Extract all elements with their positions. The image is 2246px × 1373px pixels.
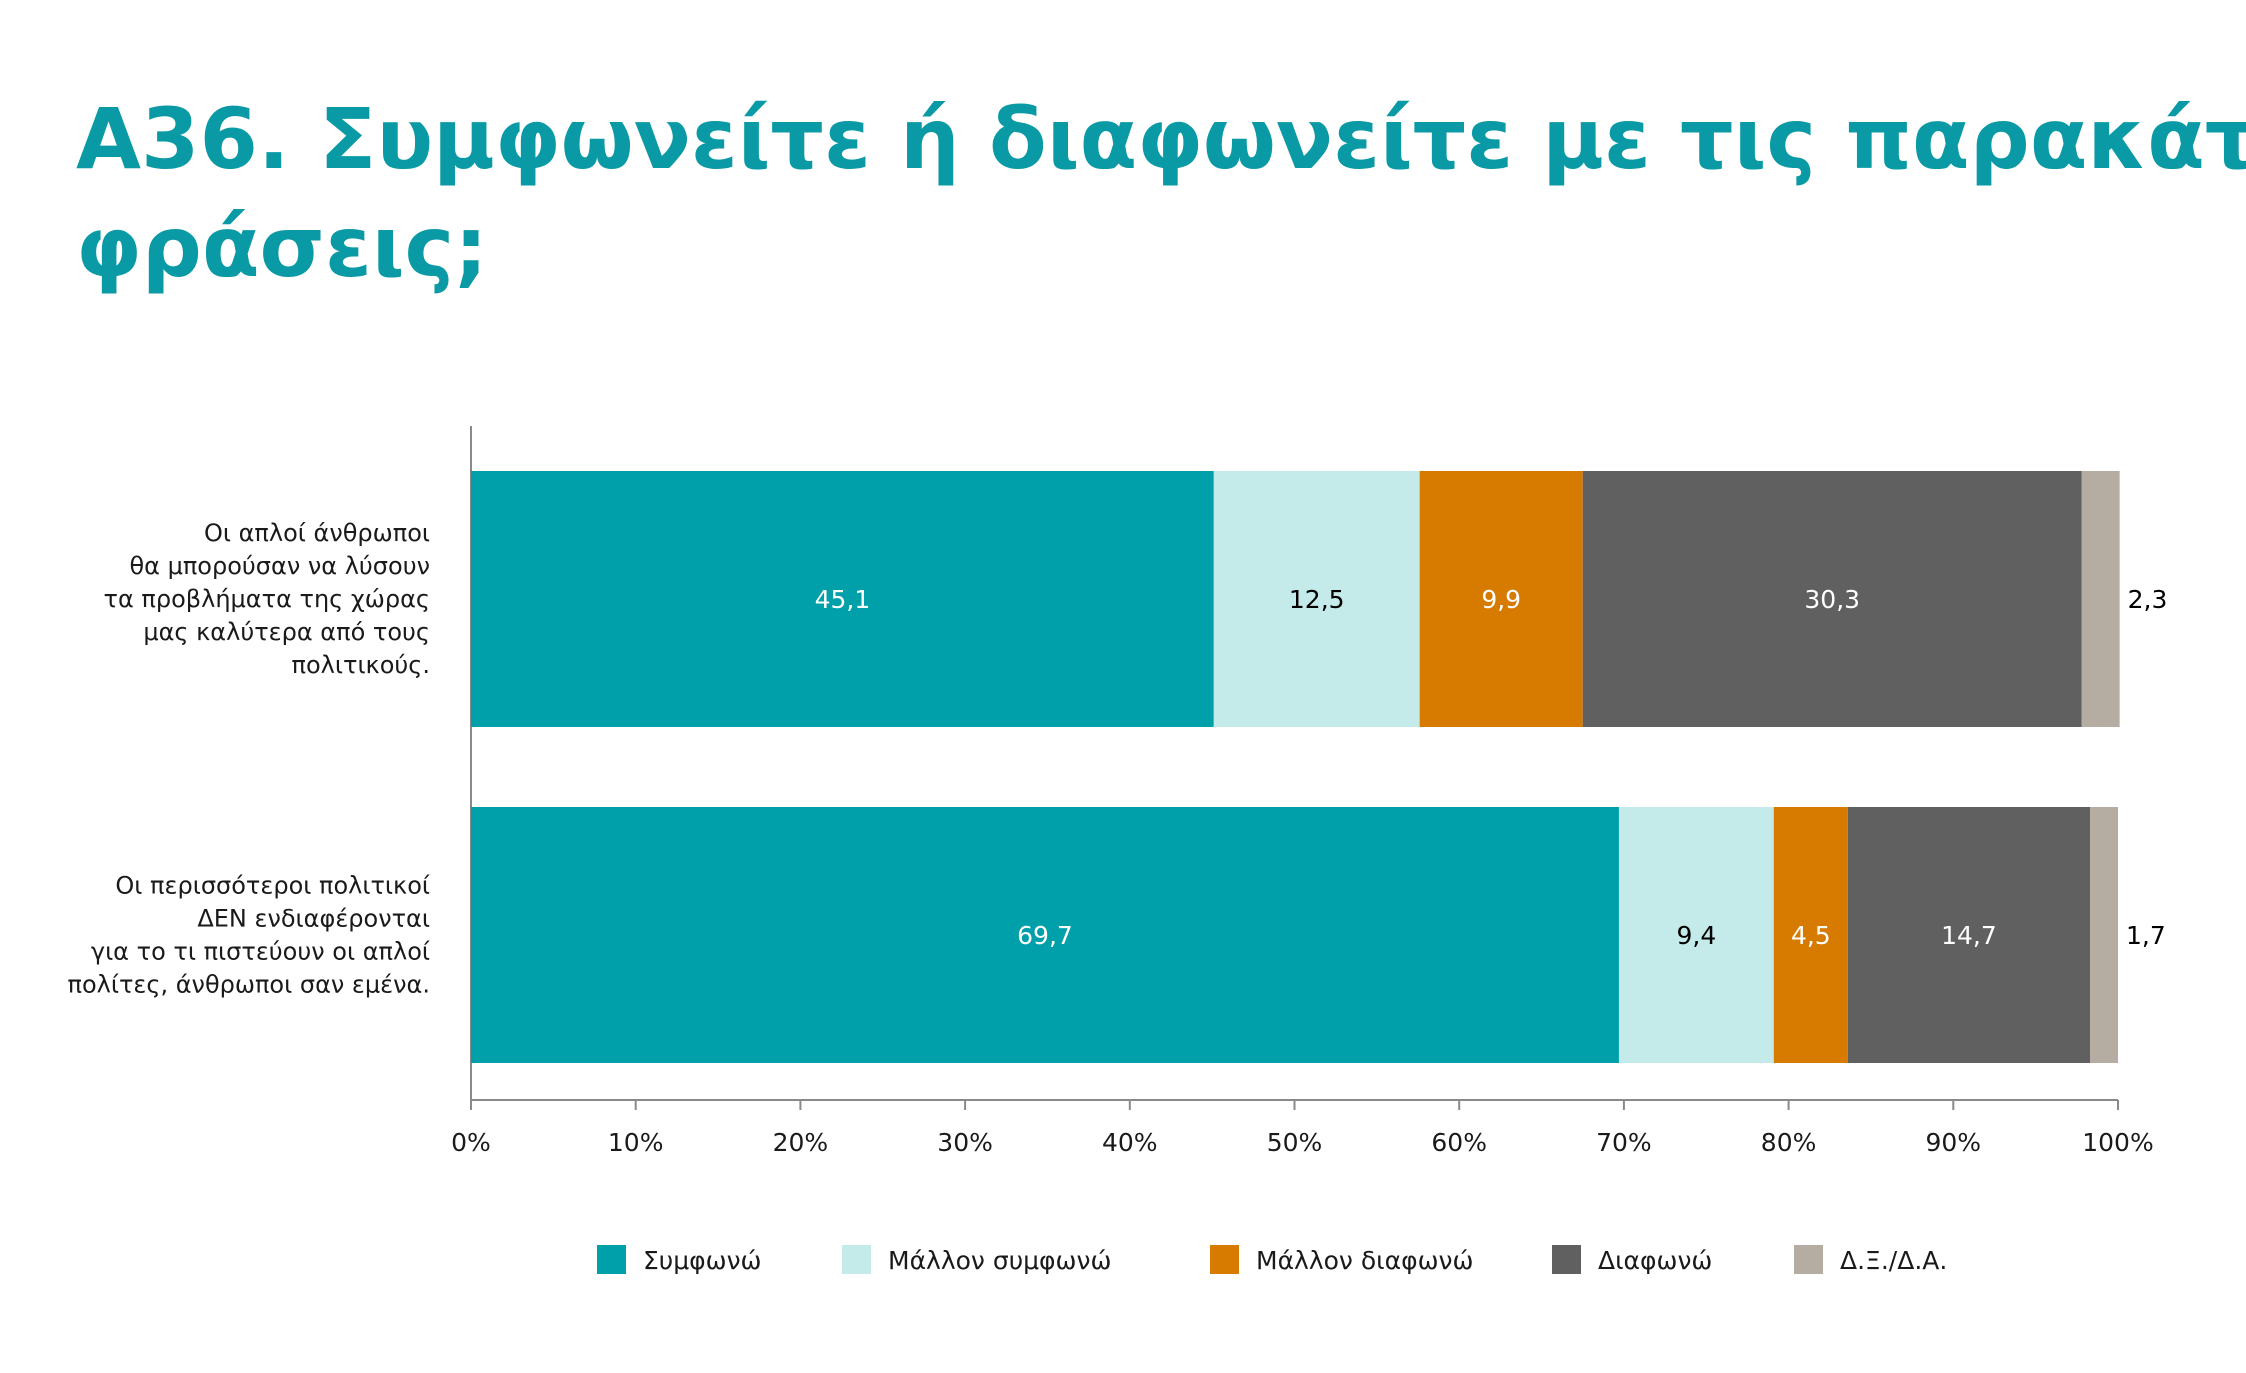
data-label: 69,7 [1017,921,1073,950]
x-tick-label: 30% [937,1128,993,1157]
category-label: για το τι πιστεύουν οι απλοί [91,938,430,966]
x-tick-label: 10% [608,1128,664,1157]
bar-segment [2090,807,2118,1063]
x-tick-label: 80% [1761,1128,1817,1157]
x-tick-label: 90% [1926,1128,1982,1157]
bar-segment [1582,471,2082,727]
legend-swatch [1794,1245,1823,1274]
category-label: θα μπορούσαν να λύσουν [129,552,430,580]
legend-label: Δ.Ξ./Δ.Α. [1840,1246,1947,1275]
data-label: 45,1 [815,585,871,614]
legend: Συμφωνώ Μάλλον συμφωνώ Μάλλον διαφωνώ Διαφω… [597,1245,1947,1275]
bar-segment [1213,471,1420,727]
bar-segment [471,471,1214,727]
x-tick-label: 60% [1431,1128,1487,1157]
legend-swatch [842,1245,871,1274]
data-label: 1,7 [2126,921,2166,950]
category-label: Οι απλοί άνθρωποι [204,519,430,547]
bar-segment [471,807,1619,1063]
legend-swatch [597,1245,626,1274]
chart-title-line-1: Α36. Συμφωνείτε ή διαφωνείτε με τις παρα… [76,90,2246,188]
legend-label: Μάλλον συμφωνώ [888,1246,1111,1275]
x-tick-label: 50% [1267,1128,1323,1157]
x-tick-label: 0% [451,1128,491,1157]
legend-label: Συμφωνώ [643,1246,762,1275]
data-label: 14,7 [1941,921,1997,950]
category-label: πολίτες, άνθρωποι σαν εμένα. [68,971,430,999]
data-label: 12,5 [1289,585,1345,614]
x-tick-label: 100% [2082,1128,2153,1157]
bar-segment [1419,471,1583,727]
data-label: 9,9 [1481,585,1521,614]
chart-title-line-2: φράσεις; [76,198,488,296]
legend-label: Μάλλον διαφωνώ [1256,1246,1473,1275]
bar-segment [1618,807,1774,1063]
category-label: μας καλύτερα από τους [143,618,430,646]
category-label: πολιτικούς. [292,651,430,679]
legend-swatch [1210,1245,1239,1274]
x-tick-label: 40% [1102,1128,1158,1157]
plot-area: 0% 10% 20% 30% 40% 50% 60% 70% 80% 90% 100% Οι απλο… [68,426,2168,1157]
bar-segment [1773,807,1848,1063]
legend-swatch [1552,1245,1581,1274]
category-label: ΔΕΝ ενδιαφέρονται [197,905,430,933]
bar-segment [2081,471,2120,727]
x-tick-label: 20% [773,1128,829,1157]
data-label: 9,4 [1676,921,1716,950]
bar-segment [1847,807,2091,1063]
data-label: 2,3 [2128,585,2168,614]
legend-label: Διαφωνώ [1598,1246,1712,1275]
category-label: Οι περισσότεροι πολιτικοί [115,872,430,900]
x-tick-label: 70% [1596,1128,1652,1157]
data-label: 30,3 [1804,585,1860,614]
category-label: τα προβλήματα της χώρας [104,585,430,613]
data-label: 4,5 [1791,921,1831,950]
